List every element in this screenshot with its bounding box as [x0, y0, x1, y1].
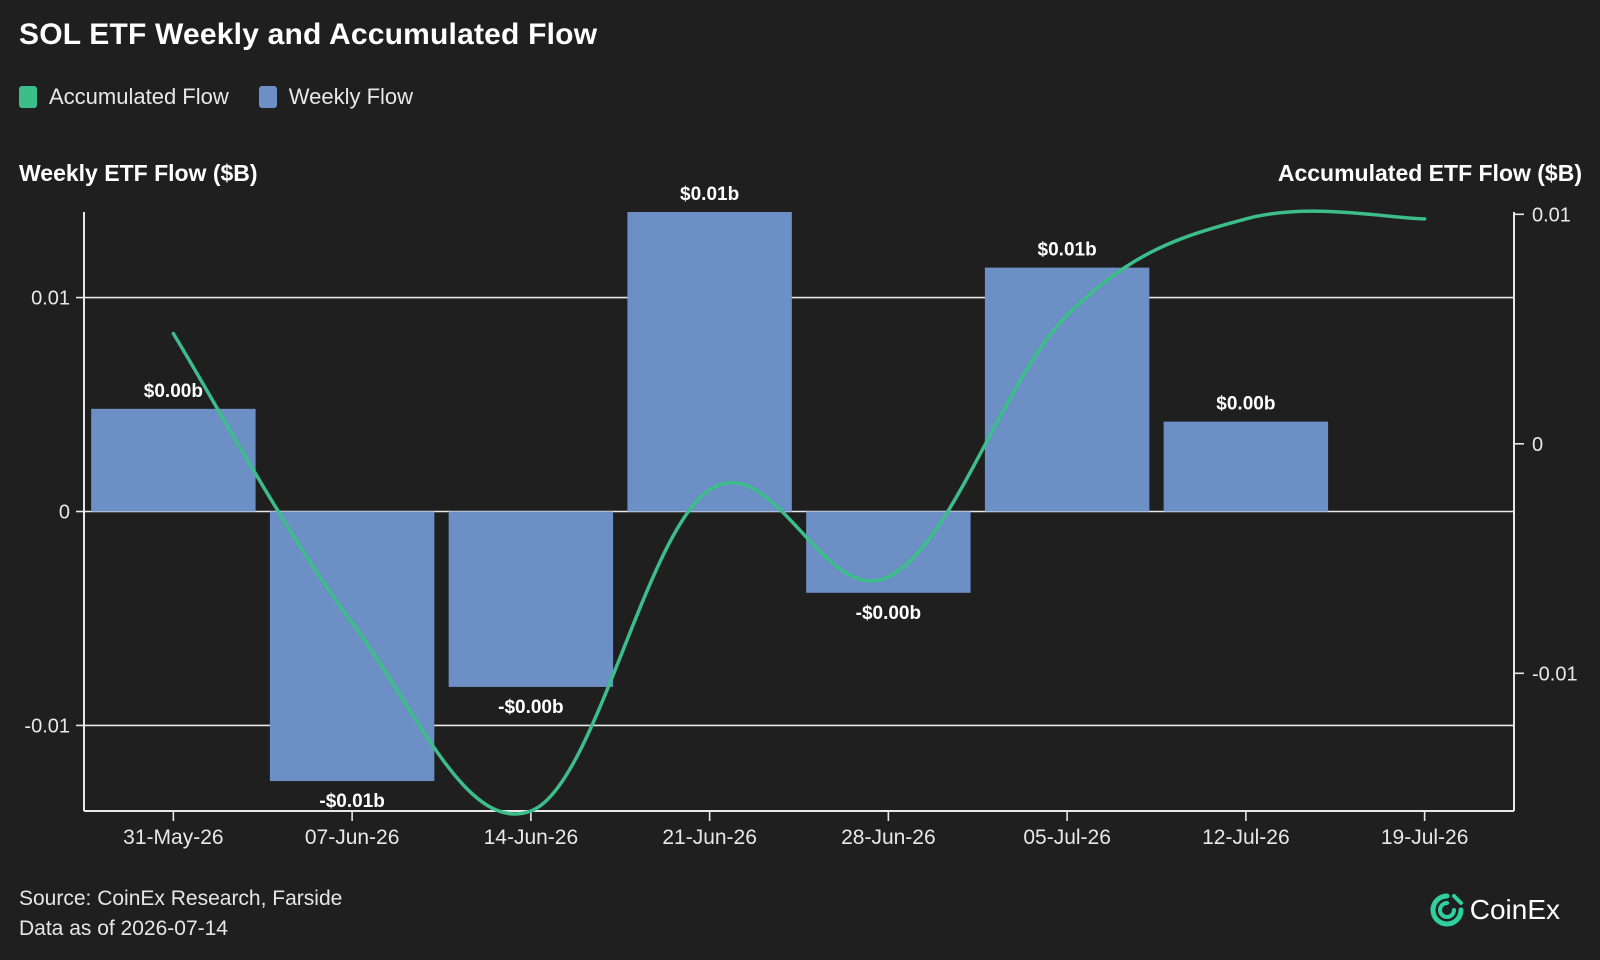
bar-weekly-1	[269, 511, 435, 782]
coinex-logo-icon	[1430, 893, 1464, 927]
left-axis-title: Weekly ETF Flow ($B)	[19, 160, 258, 186]
bar-weekly-5	[984, 267, 1150, 512]
x-tick-label-3: 21-Jun-26	[662, 826, 757, 849]
bar-weekly-0	[91, 408, 256, 512]
x-tick-label-0: 31-May-26	[123, 826, 223, 849]
legend-swatch-accumulated	[19, 86, 37, 108]
x-tick-label-2: 14-Jun-26	[484, 826, 579, 849]
bar-label-3: $0.01b	[680, 184, 739, 205]
bar-label-6: $0.00b	[1216, 394, 1275, 415]
x-tick-label-4: 28-Jun-26	[841, 826, 936, 849]
bar-label-0: $0.00b	[144, 381, 203, 402]
legend-item-accumulated[interactable]: Accumulated Flow	[19, 84, 229, 110]
legend-swatch-weekly	[258, 86, 277, 108]
source-note: Source: CoinEx Research, Farside	[19, 887, 343, 910]
bar-weekly-3	[627, 212, 792, 512]
x-tick-label-1: 07-Jun-26	[305, 826, 400, 849]
footer: Source: CoinEx Research, Farside Data as…	[19, 884, 342, 944]
bar-label-2: -$0.00b	[498, 697, 563, 718]
right-tick-label-1: 0	[1532, 434, 1543, 456]
right-tick-label-2: -0.01	[1532, 663, 1578, 685]
chart-title: SOL ETF Weekly and Accumulated Flow	[19, 18, 598, 51]
brand-logo: CoinEx	[1430, 893, 1560, 927]
bar-weekly-2	[448, 511, 614, 687]
legend-label-weekly: Weekly Flow	[288, 84, 414, 109]
bar-label-5: $0.01b	[1038, 240, 1097, 261]
brand-name: CoinEx	[1469, 894, 1560, 925]
bar-label-1: -$0.01b	[319, 791, 384, 812]
left-tick-label-1: 0	[59, 502, 70, 524]
accumulated-flow-line	[171, 209, 1427, 816]
bar-weekly-4	[806, 511, 971, 593]
x-tick-label-5: 05-Jul-26	[1023, 826, 1111, 849]
legend-item-weekly[interactable]: Weekly Flow	[258, 84, 414, 110]
bar-label-4: -$0.00b	[856, 603, 921, 624]
x-tick-label-7: 19-Jul-26	[1381, 826, 1469, 849]
legend-label-accumulated: Accumulated Flow	[49, 84, 229, 109]
legend: Accumulated Flow Weekly Flow	[19, 84, 443, 110]
x-tick-label-6: 12-Jul-26	[1202, 826, 1290, 849]
data-date-note: Data as of 2026-07-14	[19, 917, 228, 940]
right-axis-title: Accumulated ETF Flow ($B)	[1277, 160, 1582, 186]
right-tick-label-0: 0.01	[1532, 204, 1571, 226]
left-tick-label-2: -0.01	[24, 715, 70, 737]
bar-weekly-6	[1163, 421, 1329, 512]
left-tick-label-0: 0.01	[31, 288, 70, 310]
